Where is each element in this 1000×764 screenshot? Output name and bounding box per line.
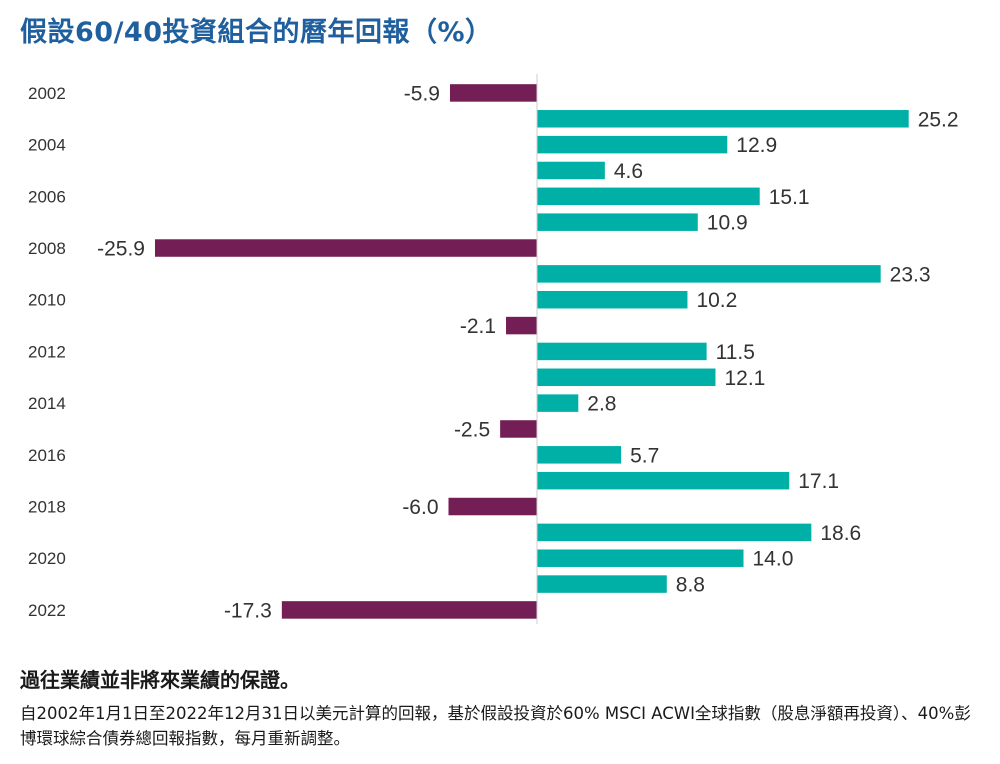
value-label-2002: -5.9 (404, 82, 440, 105)
bar-2016 (537, 446, 622, 464)
bar-2006 (537, 187, 760, 206)
bar-2022 (281, 601, 537, 619)
value-label-2003: 25.2 (918, 108, 959, 131)
value-label-2010: 10.2 (696, 289, 737, 312)
bar-2020 (537, 549, 744, 567)
disclaimer-text: 過往業績並非將來業績的保證。 (20, 668, 300, 692)
value-label-2011: -2.1 (460, 315, 496, 338)
y-tick-2006: 2006 (28, 187, 66, 206)
value-label-2017: 17.1 (798, 470, 839, 493)
bar-2005 (537, 161, 605, 180)
value-label-2019: 18.6 (820, 522, 861, 545)
y-tick-2002: 2002 (28, 84, 66, 103)
value-label-2009: 23.3 (890, 263, 931, 286)
chart-title: 假設60/40投資組合的曆年回報（%） (20, 17, 493, 48)
value-label-2004: 12.9 (736, 134, 777, 157)
bar-2007 (537, 213, 698, 231)
value-labels-layer: -5.9 25.2 12.9 4.6 15.1 10.9 -25.9 23.3 10.2 -2.1… (97, 82, 958, 622)
value-label-2020: 14.0 (753, 548, 794, 571)
bar-2019 (537, 523, 812, 542)
y-tick-2004: 2004 (28, 136, 66, 155)
bar-2012 (537, 342, 707, 361)
bar-2021 (537, 575, 667, 593)
y-tick-2012: 2012 (28, 342, 66, 361)
value-label-2006: 15.1 (769, 186, 810, 209)
bar-2011 (506, 316, 537, 335)
value-label-2018: -6.0 (402, 496, 438, 519)
y-tick-2018: 2018 (28, 498, 66, 517)
bar-2008 (154, 239, 537, 257)
value-label-2008: -25.9 (97, 238, 145, 261)
y-tick-2010: 2010 (28, 291, 66, 310)
y-tick-2008: 2008 (28, 239, 66, 258)
y-tick-2016: 2016 (28, 446, 66, 465)
bars-layer (154, 84, 909, 619)
value-label-2014: 2.8 (587, 393, 616, 416)
bar-2010 (537, 290, 688, 309)
bar-2014 (537, 394, 579, 412)
value-label-2021: 8.8 (676, 574, 705, 597)
value-label-2012: 11.5 (716, 341, 755, 364)
value-label-2022: -17.3 (224, 599, 272, 622)
y-tick-2022: 2022 (28, 601, 66, 620)
bar-2013 (537, 368, 716, 387)
value-label-2015: -2.5 (454, 418, 490, 441)
bar-2004 (537, 135, 728, 154)
bar-2017 (537, 471, 790, 490)
returns-bar-chart: -5.9 25.2 12.9 4.6 15.1 10.9 -25.9 23.3 10.2 -2.1… (28, 74, 959, 624)
bar-2002 (449, 84, 537, 102)
y-tick-2020: 2020 (28, 549, 66, 568)
bar-2009 (537, 265, 881, 283)
bar-2015 (500, 420, 537, 438)
value-label-2013: 12.1 (724, 367, 765, 390)
value-label-2005: 4.6 (614, 160, 643, 183)
y-tick-2014: 2014 (28, 394, 66, 413)
footnote-text: 自2002年1月1日至2022年12月31日以美元計算的回報，基於假設投資於60… (20, 704, 971, 748)
year-ticks-layer: 2002 2004 2006 2008 2010 2012 2014 2016 2018 2020… (28, 84, 66, 620)
value-label-2016: 5.7 (630, 444, 659, 467)
value-label-2007: 10.9 (707, 212, 748, 235)
bar-2003 (537, 110, 909, 128)
bar-2018 (448, 497, 537, 516)
